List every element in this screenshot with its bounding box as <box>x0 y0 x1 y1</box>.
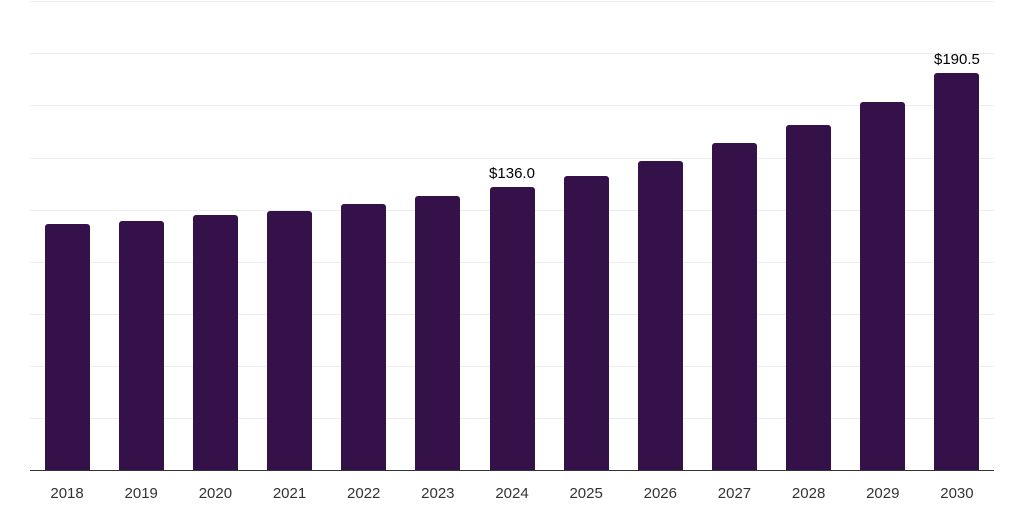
x-tick-label-2019: 2019 <box>124 485 158 502</box>
bar-2018 <box>44 223 90 470</box>
x-tick-label-2030: 2030 <box>940 485 974 502</box>
bar-2021 <box>267 210 313 470</box>
x-tick-label-2023: 2023 <box>421 485 455 502</box>
x-tick-label-2026: 2026 <box>643 485 677 502</box>
data-label-2024: $136.0 <box>489 164 535 182</box>
x-tick-label-2028: 2028 <box>791 485 826 502</box>
bar-2030 <box>934 73 980 470</box>
bar-2026 <box>637 161 683 470</box>
x-tick-label-2018: 2018 <box>50 485 84 502</box>
bar-2019 <box>118 220 164 470</box>
bar-2022 <box>341 203 387 470</box>
bar-2028 <box>786 125 832 470</box>
x-tick-label-2022: 2022 <box>347 485 381 502</box>
gridline-y225 <box>30 1 994 3</box>
gridline-y175 <box>30 105 994 107</box>
bar-2029 <box>860 101 906 470</box>
x-tick-label-2029: 2029 <box>866 485 900 502</box>
x-tick-label-2020: 2020 <box>198 485 233 502</box>
gridline-y200 <box>30 53 994 55</box>
x-tick-label-2025: 2025 <box>569 485 603 502</box>
bar-2027 <box>711 143 757 470</box>
bar-2024 <box>489 186 535 470</box>
bar-2023 <box>415 195 461 470</box>
bar-2025 <box>563 175 609 470</box>
data-label-2030: $190.5 <box>933 51 980 69</box>
bar-2020 <box>192 214 238 470</box>
x-axis-line <box>30 469 994 471</box>
gridline-y150 <box>30 157 994 159</box>
x-tick-label-2027: 2027 <box>717 485 752 502</box>
x-tick-label-2021: 2021 <box>272 485 307 502</box>
x-tick-label-2024: 2024 <box>495 485 529 502</box>
